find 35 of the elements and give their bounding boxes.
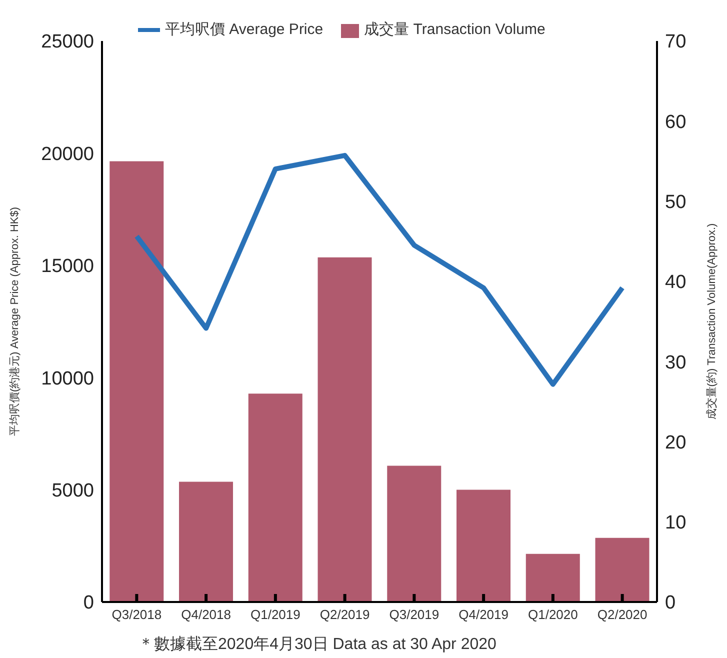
bar (248, 394, 302, 602)
y2-tick-label: 70 (665, 32, 686, 53)
y-tick-label: 10000 (41, 368, 94, 390)
x-tick-label: Q1/2020 (528, 607, 578, 622)
text: ＊數據截至2020年4月30日 Data as at 30 Apr 2020 (138, 634, 498, 655)
y2-tick-label: 40 (665, 272, 686, 294)
x-tick-label: Q3/2018 (112, 607, 162, 622)
x-tick-label: Q3/2019 (389, 607, 440, 622)
bar (110, 161, 164, 602)
y2-tick-label: 50 (665, 192, 686, 214)
y2-axis-title: 成交量(約) Transaction Volume(Approx.) (704, 223, 718, 420)
bar (179, 482, 234, 602)
y-tick-label: 25000 (41, 32, 94, 53)
x-tick-label: Q4/2018 (181, 607, 231, 622)
legend-label: 成交量 Transaction Volume (364, 20, 546, 39)
y2-tick-label: 10 (665, 512, 686, 534)
bar (595, 538, 650, 602)
bar (456, 490, 511, 602)
bar (318, 257, 372, 602)
y2-tick-label: 0 (665, 592, 676, 614)
x-tick-label: Q2/2019 (320, 607, 370, 622)
legend-label: 平均呎價 Average Price (165, 20, 324, 39)
y-tick-label: 20000 (41, 144, 94, 165)
x-tick-label: Q1/2019 (250, 607, 300, 622)
y2-tick-label: 20 (665, 432, 686, 454)
x-tick-label: Q2/2020 (597, 607, 648, 622)
bar (526, 554, 580, 602)
y-tick-label: 5000 (52, 480, 94, 502)
y2-tick-label: 30 (665, 352, 686, 374)
y-tick-label: 15000 (41, 256, 94, 278)
x-tick-label: Q4/2019 (458, 607, 508, 622)
y-axis-title: 平均呎價(約港元) Average Price (Approx. HK$) (8, 206, 21, 436)
bar (387, 466, 442, 602)
y-tick-label: 0 (83, 592, 94, 614)
y2-tick-label: 60 (665, 112, 686, 133)
